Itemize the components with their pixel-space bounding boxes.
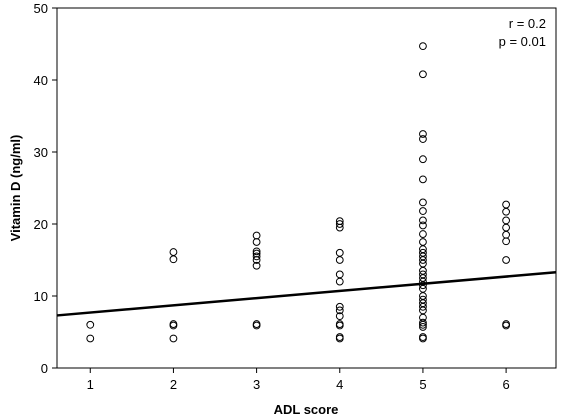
x-tick-label: 4 (336, 377, 343, 392)
data-point (252, 238, 261, 246)
data-point (419, 175, 427, 184)
data-point (86, 320, 95, 329)
data-point (502, 237, 511, 246)
data-point (252, 261, 261, 270)
data-point (335, 321, 344, 330)
data-point (502, 256, 511, 264)
data-point (419, 198, 427, 207)
x-tick-label: 5 (419, 377, 426, 392)
data-point (502, 200, 511, 209)
data-point (502, 321, 511, 330)
data-point (335, 223, 344, 232)
data-point (419, 281, 427, 290)
data-point (419, 302, 427, 311)
data-point (169, 321, 178, 330)
data-point (252, 256, 261, 264)
data-point (252, 247, 261, 256)
annotation-r: r = 0.2 (509, 16, 546, 31)
annotation-p: p = 0.01 (499, 34, 546, 49)
data-point (335, 277, 344, 286)
data-point (335, 220, 344, 228)
data-point (169, 255, 178, 264)
data-point (335, 256, 344, 264)
y-tick-label: 30 (34, 145, 48, 160)
data-point (335, 334, 344, 343)
data-point (419, 155, 427, 164)
data-point (419, 256, 427, 264)
data-point (335, 306, 344, 315)
data-point (169, 248, 178, 256)
data-point (335, 312, 344, 321)
regression-line (56, 270, 557, 317)
data-points (86, 42, 511, 343)
x-tick-label: 2 (170, 377, 177, 392)
data-point (252, 321, 261, 330)
y-tick-label: 50 (34, 1, 48, 16)
data-point (252, 252, 261, 261)
data-point (502, 223, 511, 232)
data-point (419, 216, 427, 225)
x-tick-label: 3 (253, 377, 260, 392)
data-point (169, 334, 178, 343)
data-point (502, 207, 511, 216)
data-point (419, 207, 427, 215)
data-point (419, 334, 427, 343)
data-point (419, 238, 427, 246)
data-point (335, 248, 344, 257)
data-point (419, 130, 427, 138)
x-axis: 1 2 3 4 5 6 (87, 368, 510, 392)
y-tick-label: 10 (34, 289, 48, 304)
data-point (335, 302, 344, 311)
y-tick-label: 40 (34, 73, 48, 88)
data-point (419, 318, 427, 327)
data-point (419, 135, 427, 143)
data-point (419, 230, 427, 238)
data-point (419, 42, 427, 51)
data-point (419, 221, 427, 230)
x-tick-label: 1 (87, 377, 94, 392)
data-point (419, 70, 427, 79)
plot-frame (56, 7, 557, 369)
data-point (252, 231, 261, 240)
x-tick-label: 6 (502, 377, 509, 392)
y-axis: 0 10 20 30 40 50 (34, 1, 57, 376)
y-tick-label: 20 (34, 217, 48, 232)
data-point (86, 334, 95, 343)
data-point (419, 320, 427, 329)
data-point (335, 270, 344, 279)
x-axis-title: ADL score (274, 402, 339, 417)
y-axis-title: Vitamin D (ng/ml) (8, 135, 23, 242)
y-tick-label: 0 (41, 361, 48, 376)
data-point (502, 230, 511, 239)
data-point (419, 323, 427, 331)
data-point (502, 216, 511, 225)
